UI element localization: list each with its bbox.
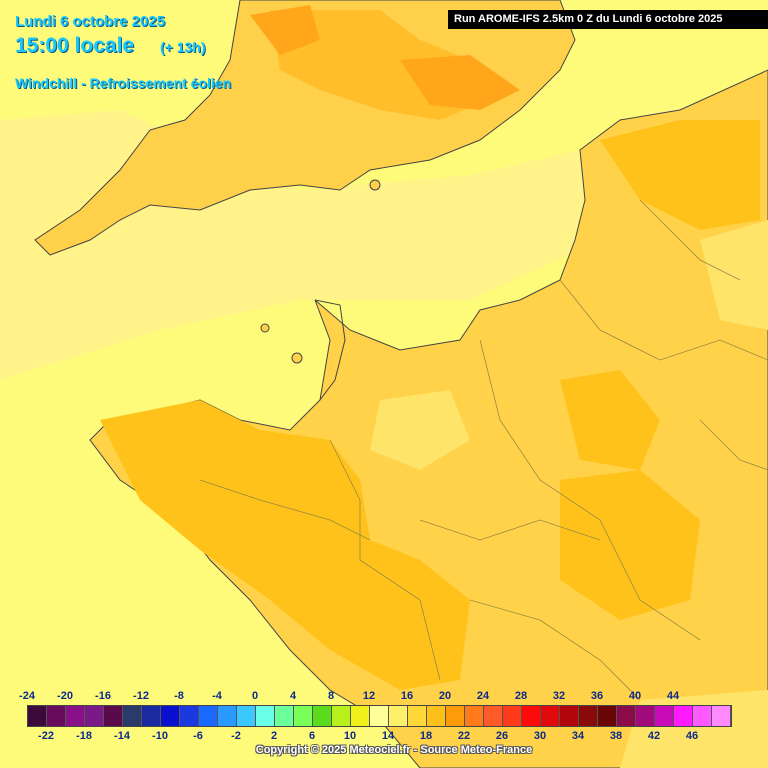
legend-bottom-label: 34 [571,730,585,742]
legend-swatch [636,706,655,726]
legend-top-label: -20 [57,690,73,702]
legend-swatch [655,706,674,726]
legend-top-label: 44 [666,690,680,702]
legend-bottom-label: 26 [495,730,509,742]
legend-swatch [617,706,636,726]
england-hot-zone [400,55,520,110]
legend-swatch [389,706,408,726]
legend-swatch [161,706,180,726]
legend-top-label: 32 [552,690,566,702]
legend-swatch [66,706,85,726]
parameter-title: Windchill - Refroissement éolien [15,75,232,91]
legend-bottom-label: 30 [533,730,547,742]
legend-swatch [218,706,237,726]
cotentin-coast [314,299,346,401]
legend-top-label: 20 [438,690,452,702]
legend-top-label: 0 [251,690,259,702]
island-alderney [260,323,270,333]
legend-bottom-label: 10 [343,730,357,742]
legend-swatch [351,706,370,726]
legend-top-label: 24 [476,690,490,702]
legend-swatch [199,706,218,726]
legend-top-label: 40 [628,690,642,702]
copyright-text: Copyright © 2025 Meteociel.fr - Source M… [255,744,533,756]
normandy-cool-zone [370,390,470,470]
legend-bottom-label: -14 [114,730,130,742]
legend-bottom-label: 22 [457,730,471,742]
forecast-date: Lundi 6 octobre 2025 [15,13,166,30]
legend-bottom-label: 2 [270,730,278,742]
legend-top-label: 8 [327,690,335,702]
legend-top-label: -8 [174,690,184,702]
legend-top-label: -24 [19,690,35,702]
legend-swatch [28,706,47,726]
legend-top-label: 12 [362,690,376,702]
legend-swatch [370,706,389,726]
legend-swatch [313,706,332,726]
legend-bottom-label: -18 [76,730,92,742]
legend-top-label: 16 [400,690,414,702]
legend-top-label: 28 [514,690,528,702]
legend-swatch [408,706,427,726]
central-warm-zone [560,470,700,620]
legend-swatch [674,706,693,726]
legend-top-label: -4 [212,690,222,702]
legend-swatch [237,706,256,726]
legend-swatch [598,706,617,726]
paris-warm-zone [560,370,660,470]
legend-bottom-label: 38 [609,730,623,742]
legend-top-label: -12 [133,690,149,702]
legend-swatch [256,706,275,726]
legend-swatch [579,706,598,726]
legend-swatch [693,706,712,726]
legend-swatch [85,706,104,726]
legend-swatch [503,706,522,726]
east-cool-zone [700,220,768,330]
legend-swatch [123,706,142,726]
legend-swatch [104,706,123,726]
legend-bottom-label: -22 [38,730,54,742]
run-banner: Run AROME-IFS 2.5km 0 Z du Lundi 6 octob… [448,10,768,29]
legend-bottom-label: 14 [381,730,395,742]
legend-bottom-label: 18 [419,730,433,742]
legend-swatch [522,706,541,726]
legend-swatch [294,706,313,726]
legend-swatch [427,706,446,726]
legend-bottom-label: 42 [647,730,661,742]
legend-swatch [712,706,731,726]
forecast-time: 15:00 locale [15,34,135,57]
legend-swatch [465,706,484,726]
england-hot-zone-2 [250,5,320,55]
legend-swatch [47,706,66,726]
legend-top-labels: -24 -20 -16 -12 -8 -4 0 4 8 12 16 20 24 28 32 36 40 44 [0,690,768,704]
legend-swatch [275,706,294,726]
legend-top-label: 36 [590,690,604,702]
north-warm-zone [600,120,760,230]
legend-swatch [484,706,503,726]
legend-swatch [180,706,199,726]
legend-bottom-label: 46 [685,730,699,742]
region-borders [199,199,768,701]
legend-swatch [332,706,351,726]
legend-bottom-label: -2 [231,730,241,742]
legend-bottom-label: 6 [308,730,316,742]
legend-bottom-label: -6 [193,730,203,742]
legend-swatch [446,706,465,726]
west-warm-zone [100,400,470,690]
island-guernsey [291,352,303,364]
legend-swatch [560,706,579,726]
forecast-lead-time: (+ 13h) [160,39,206,55]
legend-color-bar [27,705,732,727]
legend-top-label: -16 [95,690,111,702]
legend-swatch [142,706,161,726]
legend-swatch [541,706,560,726]
legend-top-label: 4 [289,690,297,702]
legend-bottom-labels: -22 -18 -14 -10 -6 -2 2 6 10 14 18 22 26 30 34 38 42 46 [0,730,768,744]
legend-bottom-label: -10 [152,730,168,742]
island-wight [369,179,381,191]
